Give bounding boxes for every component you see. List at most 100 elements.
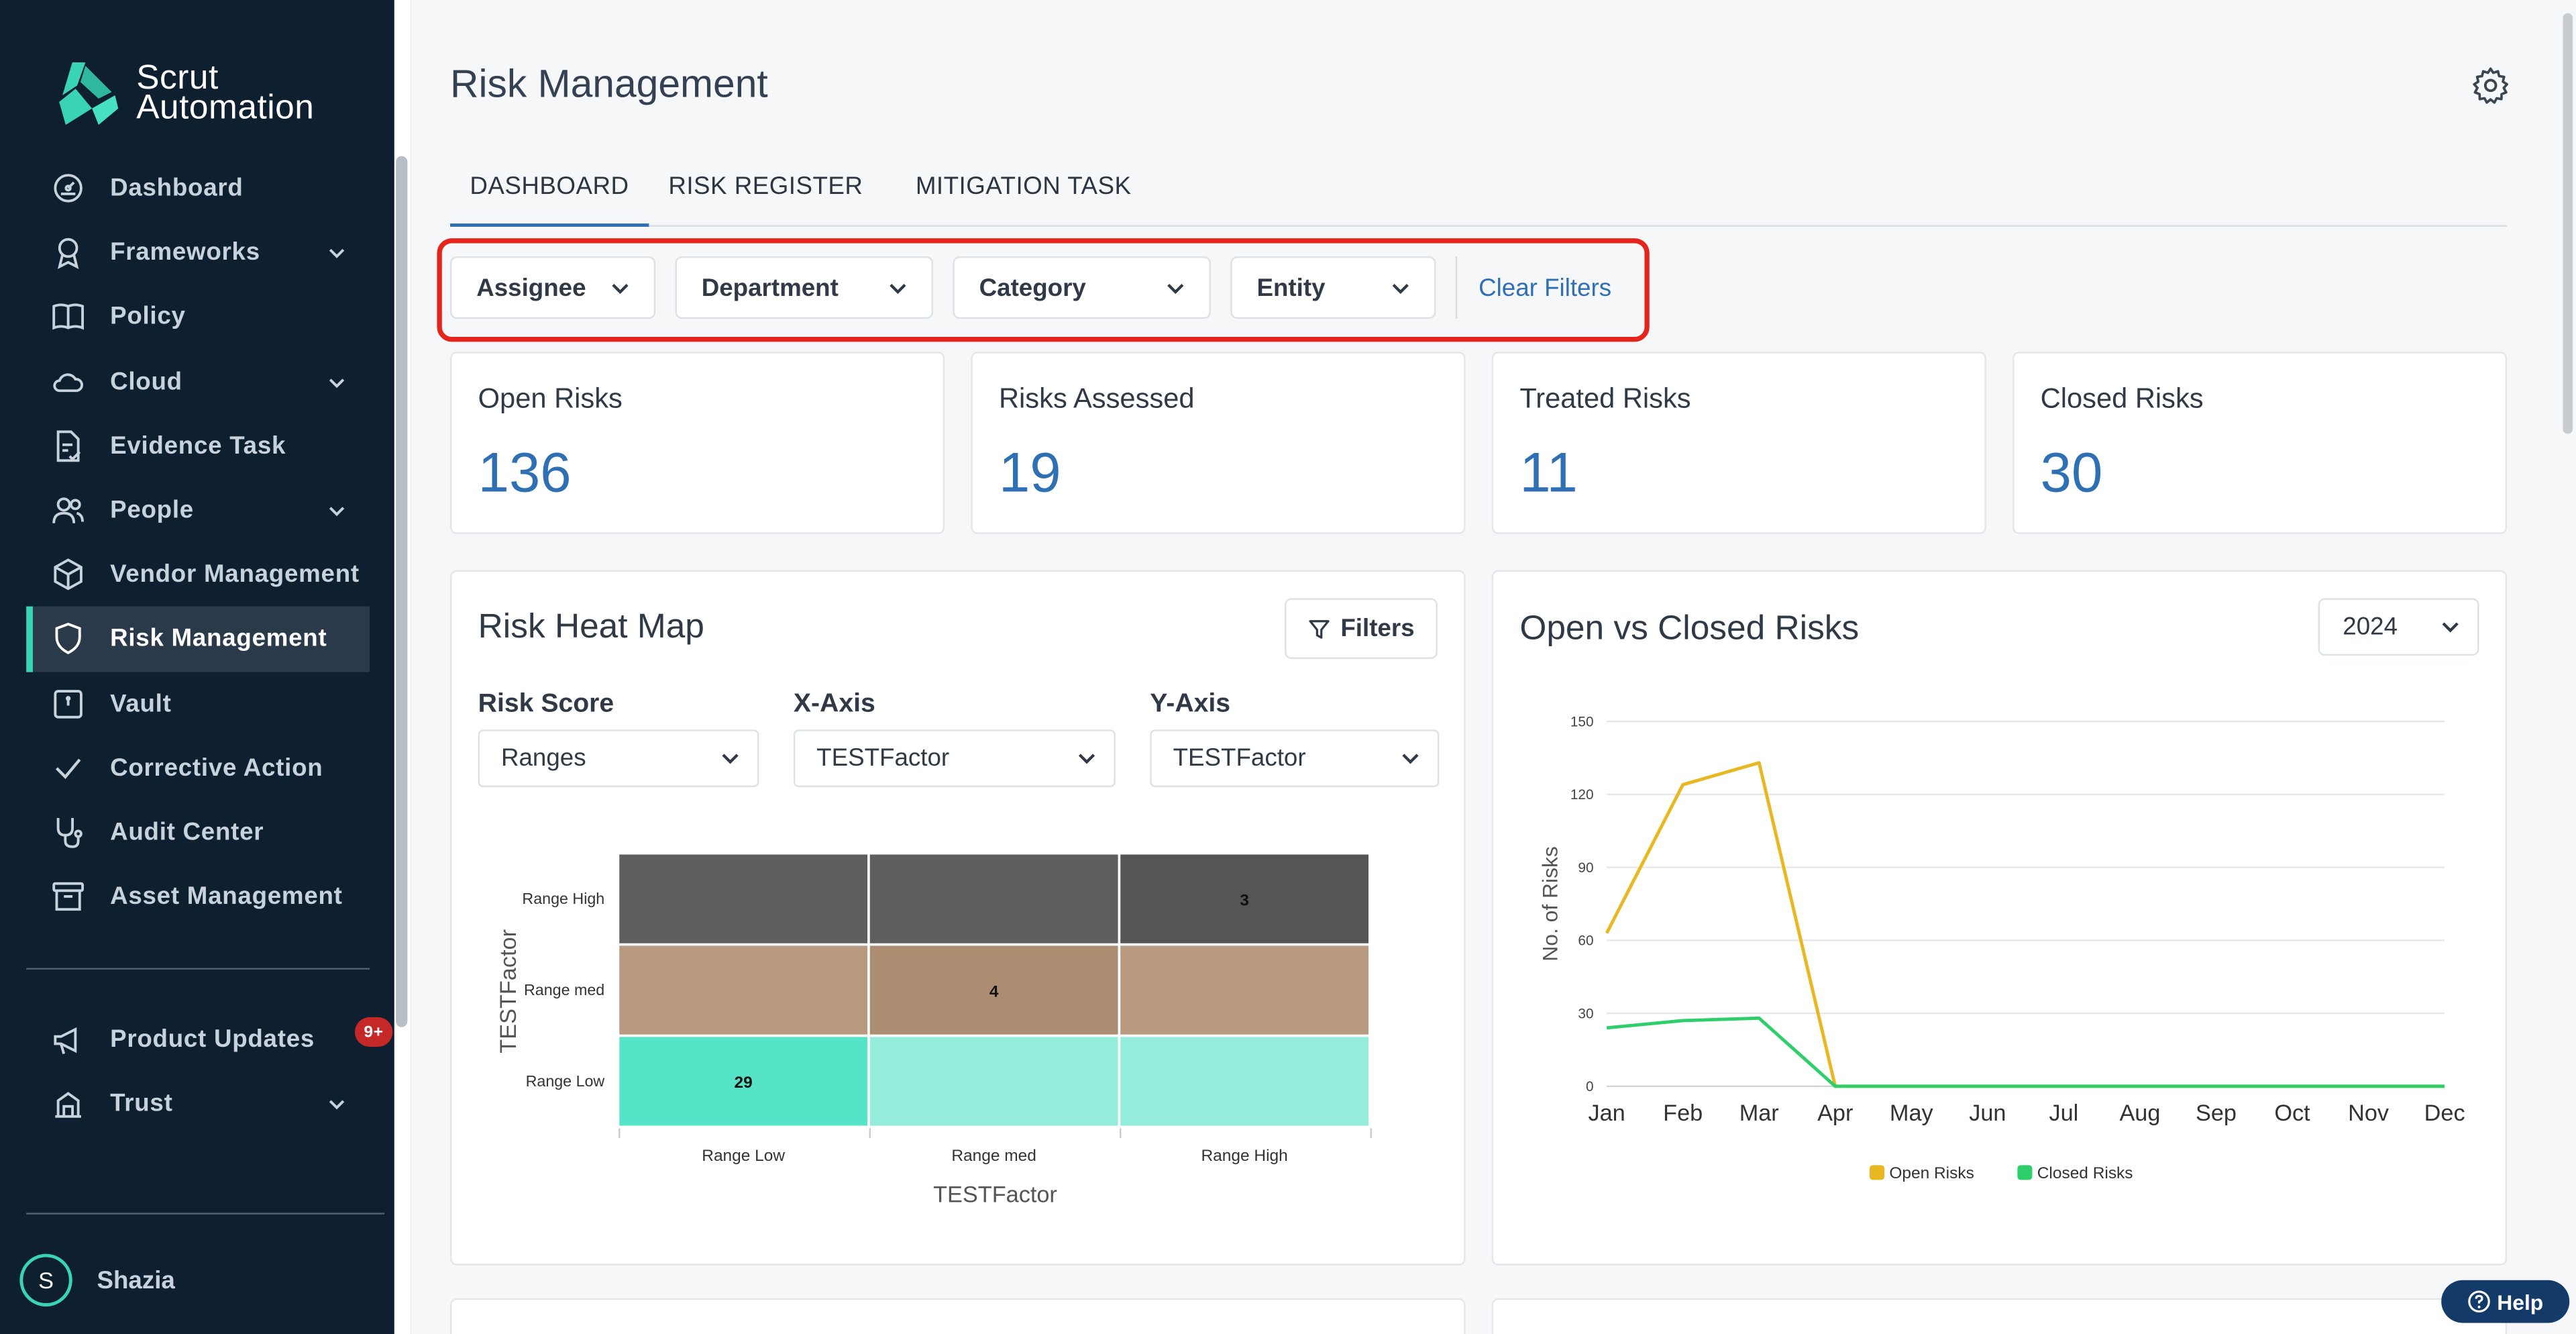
assignee-label: Assignee xyxy=(476,273,586,302)
legend-swatch xyxy=(1869,1165,1885,1180)
page-scrollbar-thumb[interactable] xyxy=(2563,13,2573,434)
sidebar-item-label: Vendor Management xyxy=(110,560,360,589)
stat-label: Closed Risks xyxy=(2040,382,2204,415)
stat-card-risks-assessed[interactable]: Risks Assessed 19 xyxy=(971,352,1466,534)
sidebar-item-frameworks[interactable]: Frameworks xyxy=(26,221,370,285)
stat-label: Risks Assessed xyxy=(998,382,1195,415)
heatmap-cell xyxy=(1120,854,1369,943)
filter-bar: Assignee Department Category Entity Clea… xyxy=(450,256,1611,319)
tab-risk-register[interactable]: RISK REGISTER xyxy=(668,172,863,201)
stat-value: 136 xyxy=(478,442,572,505)
chevron-down-icon xyxy=(890,283,906,293)
heatmap-cell xyxy=(619,854,868,943)
x-axis-select[interactable]: TESTFactor xyxy=(793,729,1116,788)
bottom-panel-left xyxy=(450,1298,1466,1334)
chevron-down-icon[interactable] xyxy=(327,244,346,263)
open-vs-closed-chart: 0 30 60 90 120 150 Jan Feb Mar Apr May Jun Jul Aug Sep… xyxy=(1538,714,2465,1182)
megaphone-icon xyxy=(49,1021,85,1058)
gear-icon[interactable] xyxy=(2471,66,2510,105)
heat-map-filters-button[interactable]: Filters xyxy=(1285,598,1438,660)
vault-icon xyxy=(49,685,85,721)
chevron-down-icon xyxy=(1167,283,1184,293)
clear-filters-link[interactable]: Clear Filters xyxy=(1479,273,1612,302)
risk-heat-map-chart: 3 Range High 4 Range med 29 Range Low Range Lo… xyxy=(496,854,1372,1207)
user-profile[interactable]: S Shazia xyxy=(19,1253,175,1306)
chevron-down-icon[interactable] xyxy=(327,501,346,521)
brand-logo[interactable]: Scrut Automation xyxy=(49,59,314,128)
brand-line-1: Scrut xyxy=(136,59,219,97)
sidebar-divider xyxy=(26,1213,385,1215)
sidebar-item-vendor-management[interactable]: Vendor Management xyxy=(26,542,370,607)
sidebar-divider xyxy=(26,968,370,970)
tab-mitigation-task[interactable]: MITIGATION TASK xyxy=(915,172,1132,201)
sidebar-item-vault[interactable]: Vault xyxy=(26,671,370,735)
sidebar-item-dashboard[interactable]: Dashboard xyxy=(26,156,370,221)
sidebar-item-cloud[interactable]: Cloud xyxy=(26,350,370,414)
entity-dropdown[interactable]: Entity xyxy=(1230,256,1436,319)
sidebar-item-evidence-task[interactable]: Evidence Task xyxy=(26,414,370,478)
entity-label: Entity xyxy=(1256,273,1326,302)
stat-label: Treated Risks xyxy=(1519,382,1691,415)
heatmap-cell xyxy=(1120,945,1369,1035)
brand-line-2: Automation xyxy=(136,89,315,127)
chevron-down-icon[interactable] xyxy=(327,372,346,392)
risk-score-value: Ranges xyxy=(500,744,586,773)
sidebar-item-corrective-action[interactable]: Corrective Action xyxy=(26,735,370,800)
tab-bar: DASHBOARD RISK REGISTER MITIGATION TASK xyxy=(450,158,2508,227)
sidebar-item-trust[interactable]: Trust xyxy=(26,1072,370,1136)
year-select[interactable]: 2024 xyxy=(2318,598,2479,656)
stat-card-open-risks[interactable]: Open Risks 136 xyxy=(450,352,945,534)
sidebar-item-asset-management[interactable]: Asset Management xyxy=(26,864,370,929)
line-chart-x-tick-label: Mar xyxy=(1739,1100,1779,1126)
chevron-down-icon xyxy=(1392,283,1409,293)
sidebar-item-label: Risk Management xyxy=(110,625,327,654)
help-button[interactable]: Help xyxy=(2441,1280,2570,1323)
chevron-down-icon[interactable] xyxy=(327,1094,346,1114)
heatmap-cell-value: 29 xyxy=(735,1074,753,1092)
heatmap-cell xyxy=(1120,1037,1369,1126)
award-icon xyxy=(49,235,85,271)
risk-heat-map-panel: Risk Heat Map Filters Risk Score Ranges … xyxy=(450,570,1466,1266)
heatmap-cell xyxy=(619,945,868,1035)
tab-dashboard[interactable]: DASHBOARD xyxy=(450,158,649,227)
line-chart-x-tick-label: Oct xyxy=(2274,1100,2310,1126)
year-value: 2024 xyxy=(2343,613,2398,642)
sidebar-item-label: Asset Management xyxy=(110,882,343,911)
sidebar-item-label: Policy xyxy=(110,303,186,331)
notification-badge: 9+ xyxy=(354,1017,393,1047)
help-label: Help xyxy=(2497,1289,2544,1314)
stat-label: Open Risks xyxy=(478,382,623,415)
sidebar-scrollbar[interactable] xyxy=(396,156,408,1027)
sidebar-item-policy[interactable]: Policy xyxy=(26,285,370,350)
line-chart-x-tick-label: Aug xyxy=(2119,1100,2160,1126)
category-label: Category xyxy=(979,273,1086,302)
sidebar-item-label: Evidence Task xyxy=(110,431,286,460)
line-chart-y-axis-title: No. of Risks xyxy=(1538,846,1562,962)
department-dropdown[interactable]: Department xyxy=(675,256,934,319)
sidebar-item-people[interactable]: People xyxy=(26,478,370,543)
stat-card-closed-risks[interactable]: Closed Risks 30 xyxy=(2012,352,2508,534)
line-chart-y-tick-label: 90 xyxy=(1578,860,1593,876)
x-axis-value: TESTFactor xyxy=(816,744,950,773)
legend-swatch xyxy=(2017,1165,2033,1180)
line-chart-x-tick-label: Jul xyxy=(2049,1100,2078,1126)
document-check-icon xyxy=(49,428,85,464)
heatmap-cell xyxy=(619,1037,868,1126)
archive-icon xyxy=(49,878,85,915)
sidebar-item-risk-management[interactable]: Risk Management xyxy=(26,607,370,672)
people-icon xyxy=(49,493,85,529)
sidebar-item-audit-center[interactable]: Audit Center xyxy=(26,800,370,864)
heatmap-cell xyxy=(869,1037,1118,1126)
stat-card-treated-risks[interactable]: Treated Risks 11 xyxy=(1491,352,1986,534)
assignee-dropdown[interactable]: Assignee xyxy=(450,256,656,319)
line-chart-y-tick-label: 60 xyxy=(1578,933,1593,949)
y-axis-select[interactable]: TESTFactor xyxy=(1150,729,1440,788)
sidebar-item-label: Audit Center xyxy=(110,818,264,847)
filter-separator xyxy=(1455,256,1458,319)
sidebar-item-label: Dashboard xyxy=(110,174,244,203)
risk-score-select[interactable]: Ranges xyxy=(478,729,759,788)
category-dropdown[interactable]: Category xyxy=(953,256,1211,319)
sidebar-item-label: Product Updates xyxy=(110,1025,315,1054)
sidebar-item-product-updates[interactable]: Product Updates 9+ xyxy=(26,1007,393,1072)
dashboard-icon xyxy=(49,170,85,207)
